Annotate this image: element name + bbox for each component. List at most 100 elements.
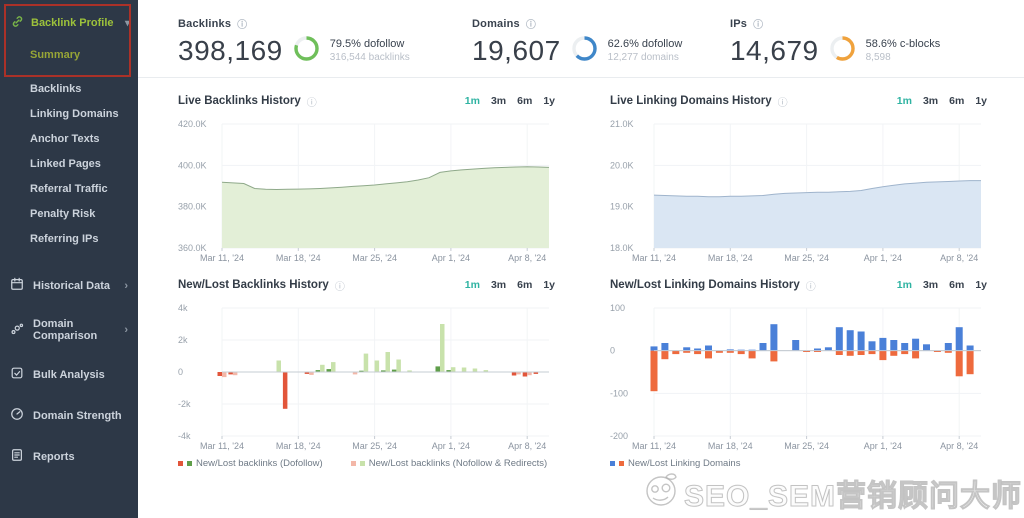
- sidebar-item-backlinks[interactable]: Backlinks: [30, 82, 82, 95]
- new-lost-linking-domains-history-plot: 100 0 -100 -200 Mar 11, '24 Mar 18, '24 Mar 25…: [610, 300, 987, 452]
- sidebar-item-label: Reports: [33, 450, 75, 463]
- info-icon[interactable]: ⓘ: [805, 281, 816, 293]
- stat-backlinks: Backlinks ⓘ 398,169 79.5% dofollow 316,5…: [178, 16, 472, 67]
- range-6m[interactable]: 6m: [517, 95, 533, 107]
- info-icon[interactable]: ⓘ: [777, 97, 788, 109]
- sidebar-item-summary[interactable]: Summary: [30, 49, 81, 61]
- chevron-down-icon: ▾: [124, 17, 130, 29]
- stat-ips-value: 14,679: [729, 35, 819, 66]
- svg-text:Mar 11, '24: Mar 11, '24: [632, 253, 676, 263]
- range-1y[interactable]: 1y: [975, 279, 987, 291]
- domains-donut-chart: [571, 35, 598, 67]
- legend-swatch: [359, 461, 365, 466]
- sidebar-item-referring-ips[interactable]: Referring IPs: [30, 232, 99, 245]
- range-6m[interactable]: 6m: [949, 279, 965, 291]
- svg-text:Mar 11, '24: Mar 11, '24: [200, 253, 244, 263]
- range-1m-selected[interactable]: 1m: [464, 95, 480, 107]
- legend-swatch: [619, 461, 624, 466]
- svg-text:Mar 25, '24: Mar 25, '24: [784, 441, 829, 451]
- info-icon[interactable]: ⓘ: [306, 97, 317, 109]
- svg-text:Mar 18, '24: Mar 18, '24: [708, 253, 753, 263]
- live-backlinks-history-panel: Live Backlinks History ⓘ 1m 3m 6m 1y 420.0K…: [178, 80, 555, 264]
- sidebar-item-penalty-risk[interactable]: Penalty Risk: [30, 207, 96, 220]
- charts-grid: Live Backlinks History ⓘ 1m 3m 6m 1y 420.0K…: [138, 78, 1024, 469]
- svg-text:-2k: -2k: [178, 399, 191, 409]
- svg-text:Mar 18, '24: Mar 18, '24: [276, 253, 321, 263]
- svg-text:Apr 1, '24: Apr 1, '24: [432, 253, 470, 263]
- svg-text:Apr 1, '24: Apr 1, '24: [864, 441, 902, 451]
- range-3m[interactable]: 3m: [490, 279, 507, 291]
- svg-text:Mar 25, '24: Mar 25, '24: [352, 441, 397, 451]
- range-1y[interactable]: 1y: [543, 95, 555, 107]
- stat-ips-sub: 8,598: [865, 51, 891, 63]
- svg-text:Apr 8, '24: Apr 8, '24: [508, 253, 546, 263]
- stat-backlinks-sub: 316,544 backlinks: [329, 51, 410, 63]
- stat-domains-value: 19,607: [472, 35, 561, 66]
- sidebar-item-label: Domain Comparison: [33, 318, 98, 342]
- sidebar-item-label: Historical Data: [33, 279, 111, 292]
- range-3m[interactable]: 3m: [490, 95, 507, 107]
- legend-label: New/Lost backlinks (Nofollow & Redirects…: [368, 458, 548, 469]
- sidebar-item-referral-traffic[interactable]: Referral Traffic: [30, 182, 108, 195]
- legend-item[interactable]: New/Lost backlinks (Nofollow & Redirects…: [350, 458, 548, 469]
- range-3m[interactable]: 3m: [922, 279, 939, 291]
- sidebar-item-bulk-analysis[interactable]: Bulk Analysis: [0, 354, 138, 395]
- sidebar-item-linked-pages[interactable]: Linked Pages: [30, 157, 101, 170]
- range-1m-selected[interactable]: 1m: [896, 279, 912, 291]
- svg-text:360.0K: 360.0K: [178, 243, 207, 253]
- range-1m-selected[interactable]: 1m: [896, 95, 912, 107]
- legend-swatch: [187, 461, 192, 466]
- sidebar-profile-items: Backlinks Linking Domains Anchor Texts Link…: [0, 76, 138, 251]
- chart-title: Live Backlinks History: [178, 95, 301, 107]
- link-icon: [10, 14, 25, 32]
- legend-swatch: [178, 461, 183, 466]
- stat-domains: Domains ⓘ 19,607 62.6% dofollow 12,277 d…: [472, 16, 730, 67]
- legend-swatch: [610, 461, 615, 466]
- sidebar-item-domain-strength[interactable]: Domain Strength: [0, 395, 138, 436]
- report-icon: [10, 448, 24, 465]
- range-6m[interactable]: 6m: [949, 95, 965, 107]
- info-icon[interactable]: ⓘ: [334, 281, 345, 293]
- svg-text:400.0K: 400.0K: [178, 160, 207, 170]
- sidebar-item-domain-comparison[interactable]: Domain Comparison ›: [0, 306, 138, 354]
- svg-text:Apr 8, '24: Apr 8, '24: [508, 441, 546, 451]
- info-icon[interactable]: ⓘ: [753, 20, 764, 31]
- sidebar-item-linking-domains[interactable]: Linking Domains: [30, 107, 119, 120]
- legend-item[interactable]: New/Lost backlinks (Dofollow): [178, 458, 323, 469]
- range-3m[interactable]: 3m: [922, 95, 939, 107]
- info-icon[interactable]: ⓘ: [525, 20, 537, 31]
- svg-text:20.0K: 20.0K: [610, 160, 634, 170]
- svg-text:2k: 2k: [178, 335, 188, 345]
- stat-backlinks-pct: 79.5% dofollow: [329, 37, 405, 50]
- range-1y[interactable]: 1y: [975, 95, 987, 107]
- stat-domains-sub: 12,277 domains: [607, 51, 679, 63]
- range-1y[interactable]: 1y: [543, 279, 555, 291]
- legend-label: New/Lost Linking Domains: [628, 458, 741, 469]
- svg-text:0: 0: [610, 346, 615, 356]
- range-6m[interactable]: 6m: [517, 279, 533, 291]
- sidebar-item-label: Bulk Analysis: [33, 368, 105, 381]
- calendar-icon: [10, 277, 24, 294]
- new-lost-backlinks-history-panel: New/Lost Backlinks History ⓘ 1m 3m 6m 1y 4k…: [178, 264, 555, 469]
- sidebar-item-anchor-texts[interactable]: Anchor Texts: [30, 132, 100, 145]
- stat-ips: IPs ⓘ 14,679 58.6% c-blocks 8,598: [730, 16, 1024, 67]
- new-lost-linking-domains-history-panel: New/Lost Linking Domains History ⓘ 1m 3m 6…: [610, 264, 987, 469]
- legend-item[interactable]: New/Lost Linking Domains: [610, 458, 740, 469]
- new-lost-backlinks-history-plot: 4k 2k 0 -2k -4k Mar 11, '24 Mar 18, '24 Mar 25,…: [178, 300, 555, 452]
- svg-text:Mar 11, '24: Mar 11, '24: [632, 441, 676, 451]
- gauge-icon: [10, 407, 24, 424]
- sidebar-item-historical-data[interactable]: Historical Data ›: [0, 265, 138, 306]
- sidebar-item-reports[interactable]: Reports: [0, 436, 138, 477]
- chart-title: New/Lost Backlinks History: [178, 279, 329, 291]
- sidebar-item-backlink-profile[interactable]: Backlink Profile ▾: [0, 0, 138, 32]
- backlinks-donut-chart: [293, 35, 320, 67]
- info-icon[interactable]: ⓘ: [237, 20, 248, 31]
- svg-text:Mar 11, '24: Mar 11, '24: [200, 441, 244, 451]
- svg-text:Apr 1, '24: Apr 1, '24: [864, 253, 902, 263]
- svg-text:420.0K: 420.0K: [178, 119, 207, 129]
- stat-domains-label: Domains: [472, 17, 520, 30]
- chart-title: Live Linking Domains History: [610, 95, 772, 107]
- range-1m-selected[interactable]: 1m: [464, 279, 480, 291]
- stat-backlinks-value: 398,169: [178, 35, 283, 66]
